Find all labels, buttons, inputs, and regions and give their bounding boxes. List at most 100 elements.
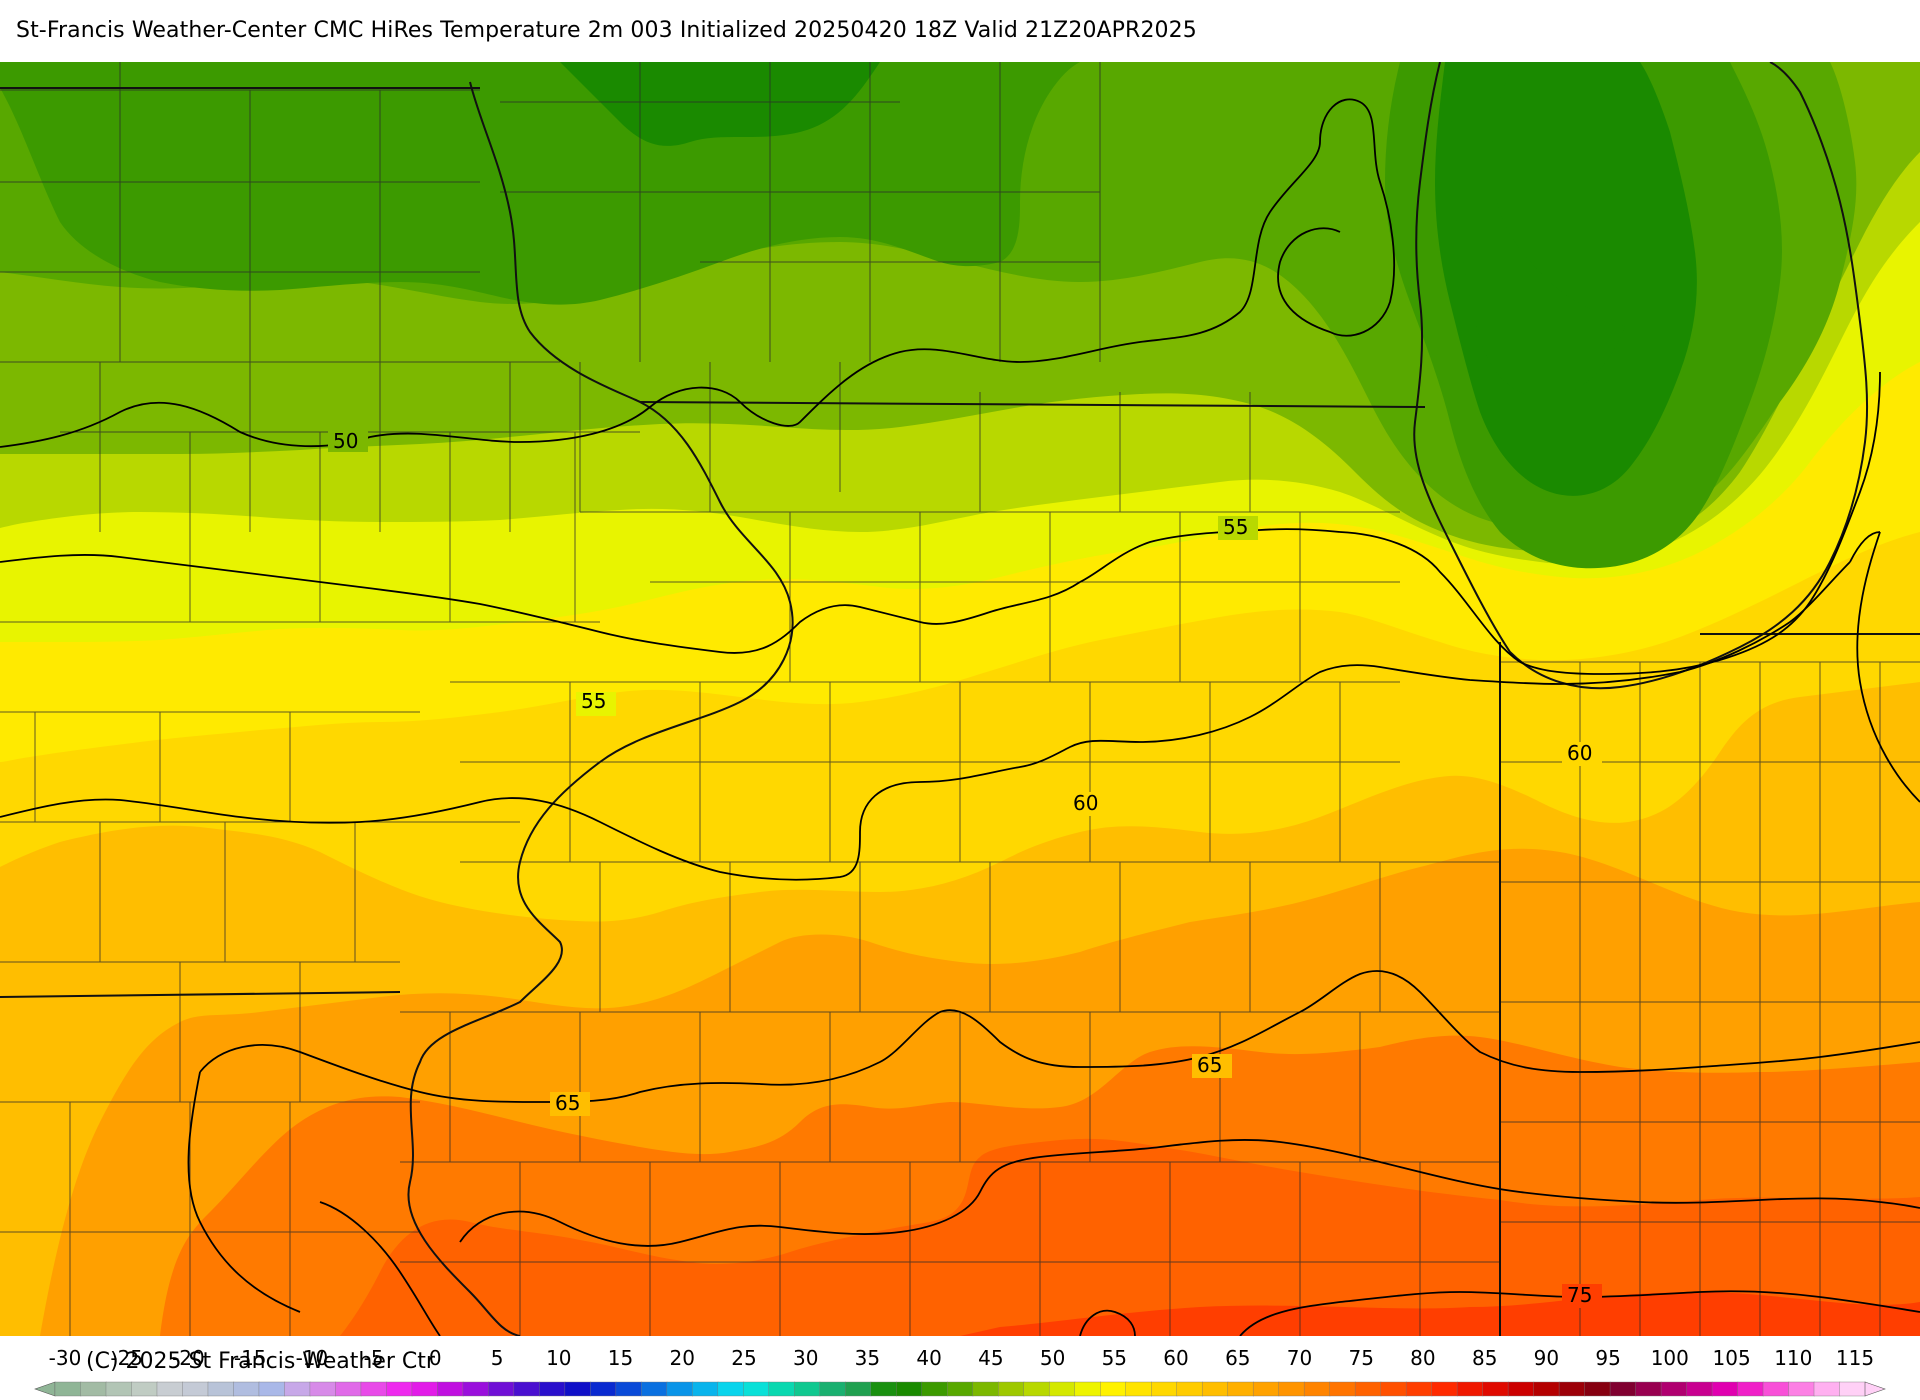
colorbar-swatch	[972, 1381, 999, 1397]
isotherm-55-west	[0, 528, 1341, 654]
colorbar-swatch	[335, 1381, 362, 1397]
colorbar-swatch	[1635, 1381, 1662, 1397]
colorbar-swatch	[641, 1381, 668, 1397]
colorbar-tick-label: 20	[669, 1346, 694, 1370]
colorbar-swatch	[896, 1381, 923, 1397]
colorbar-swatch	[1100, 1381, 1127, 1397]
colorbar-swatch	[1431, 1381, 1458, 1397]
colorbar-right-arrow	[1864, 1381, 1886, 1397]
colorbar-swatch	[233, 1381, 260, 1397]
colorbar-swatch	[156, 1381, 184, 1397]
isotherm-65-south-loop	[187, 1071, 301, 1313]
colorbar-swatch	[207, 1381, 235, 1397]
colorbar-swatch	[1788, 1381, 1815, 1397]
isotherm-70-east	[459, 1139, 1920, 1247]
colorbar-tick-label: 10	[546, 1346, 571, 1370]
colorbar-swatch	[845, 1381, 872, 1397]
colorbar-swatch	[386, 1381, 413, 1397]
colorbar-swatch	[182, 1381, 209, 1397]
colorbar-swatch	[819, 1381, 846, 1397]
colorbar-tick-label: 40	[916, 1346, 941, 1370]
temperature-map: 50 55 55 60 60 65 65 75	[0, 62, 1920, 1336]
colorbar-swatch	[1227, 1381, 1254, 1397]
colorbar-swatch	[1609, 1381, 1637, 1397]
isotherm-lines	[0, 98, 1920, 1336]
colorbar-swatch	[1380, 1381, 1407, 1397]
colorbar-swatch	[564, 1381, 592, 1397]
colorbar-tick-label: -10	[296, 1346, 329, 1370]
colorbar-tick-label: -20	[172, 1346, 205, 1370]
contour-label-75: 75	[1567, 1283, 1592, 1307]
colorbar-tick-label: 115	[1836, 1346, 1874, 1370]
colorbar-swatch	[1533, 1381, 1560, 1397]
state-borders	[0, 62, 1920, 1336]
colorbar-swatch	[1711, 1381, 1739, 1397]
colorbar-swatch	[717, 1381, 745, 1397]
isotherm-60-west	[0, 561, 1851, 881]
colorbar-swatch	[309, 1381, 337, 1397]
colorbar-swatch	[1074, 1381, 1101, 1397]
contour-label-55-east: 55	[1223, 515, 1248, 539]
isotherm-55-east	[1339, 371, 1881, 675]
colorbar-tick-label: 100	[1651, 1346, 1689, 1370]
county-lines	[0, 62, 1920, 1336]
contour-label-65-central: 65	[1197, 1053, 1222, 1077]
colorbar-swatch	[998, 1381, 1025, 1397]
colorbar-tick-label: 60	[1163, 1346, 1188, 1370]
colorbar-tick-label: 35	[855, 1346, 880, 1370]
colorbar-swatch	[1686, 1381, 1713, 1397]
colorbar-tick-label: 30	[793, 1346, 818, 1370]
isotherm-60-far-east	[1856, 531, 1920, 803]
isotherm-70-west	[319, 1201, 441, 1336]
colorbar-swatch	[1737, 1381, 1764, 1397]
colorbar-swatch	[768, 1381, 795, 1397]
colorbar-swatch	[1456, 1381, 1484, 1397]
colorbar-swatch	[411, 1381, 439, 1397]
colorbar-swatch	[794, 1381, 821, 1397]
colorbar-swatch	[1354, 1381, 1382, 1397]
colorbar-tick-label: 45	[978, 1346, 1003, 1370]
colorbar-swatch	[870, 1381, 897, 1397]
colorbar-tick-label: 110	[1774, 1346, 1812, 1370]
colorbar-swatch	[1507, 1381, 1535, 1397]
colorbar-tick-label: 65	[1225, 1346, 1250, 1370]
colorbar-swatch	[437, 1381, 464, 1397]
colorbar-swatch	[692, 1381, 719, 1397]
contour-label-50: 50	[333, 429, 358, 453]
colorbar-tick-label: 95	[1595, 1346, 1620, 1370]
colorbar-tick-label: 0	[429, 1346, 442, 1370]
colorbar-swatch	[80, 1381, 107, 1397]
colorbar-swatch	[921, 1381, 948, 1397]
isotherm-60-east	[1849, 531, 1881, 563]
colorbar-tick-labels: -30 -25 -20 -15 -10 -5 0 5 10 15 20 25 30 35 40 45 50 55 6…	[49, 1346, 1874, 1370]
colorbar-swatch	[1125, 1381, 1152, 1397]
colorbar-swatch	[258, 1381, 286, 1397]
colorbar-swatch	[488, 1381, 515, 1397]
contour-label-60-central: 60	[1073, 791, 1098, 815]
contour-labels: 50 55 55 60 60 65 65 75	[328, 428, 1602, 1308]
colorbar-swatches	[34, 1381, 1886, 1397]
isotherm-75-small-loop	[1079, 1309, 1136, 1336]
colorbar-swatch	[1660, 1381, 1688, 1397]
colorbar-swatch	[1584, 1381, 1611, 1397]
colorbar-swatch	[590, 1381, 617, 1397]
contour-label-65-west: 65	[555, 1091, 580, 1115]
map-title: St-Francis Weather-Center CMC HiRes Temp…	[16, 18, 1197, 43]
colorbar-tick-label: 5	[491, 1346, 504, 1370]
colorbar-tick-label: -30	[49, 1346, 82, 1370]
colorbar-swatch	[1252, 1381, 1280, 1397]
colorbar-swatch	[1278, 1381, 1305, 1397]
colorbar-swatch	[615, 1381, 643, 1397]
colorbar-swatch	[54, 1381, 82, 1397]
colorbar-tick-label: 75	[1348, 1346, 1373, 1370]
colorbar-left-arrow	[34, 1381, 56, 1397]
colorbar-tick-label: -5	[364, 1346, 384, 1370]
colorbar-tick-label: 80	[1410, 1346, 1435, 1370]
colorbar-swatch	[1176, 1381, 1203, 1397]
isotherm-65	[199, 970, 1920, 1103]
colorbar-swatch	[1405, 1381, 1433, 1397]
colorbar-swatch	[1201, 1381, 1229, 1397]
colorbar-tick-label: 105	[1713, 1346, 1751, 1370]
colorbar-swatch	[539, 1381, 566, 1397]
colorbar-swatch	[1150, 1381, 1178, 1397]
